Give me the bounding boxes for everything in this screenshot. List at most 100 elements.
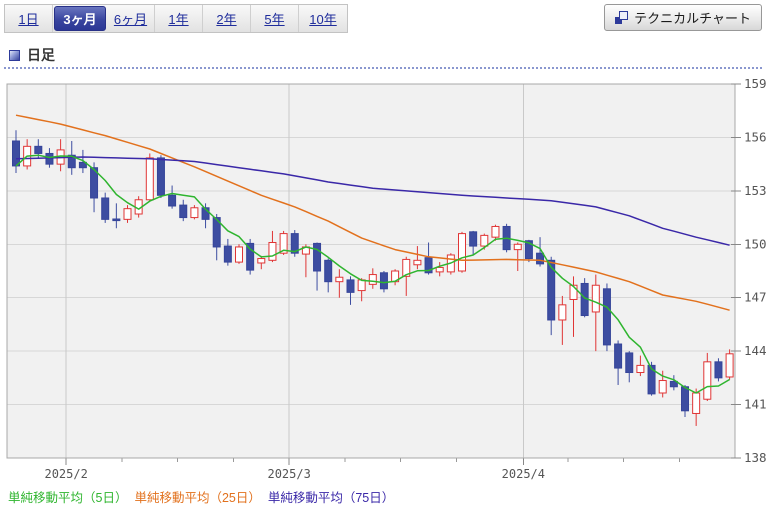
square-bullet-icon	[9, 49, 20, 61]
x-axis-label: 2025/4	[502, 467, 545, 481]
sma75-line	[15, 156, 730, 246]
candle-body	[625, 352, 634, 374]
candle-body	[123, 208, 132, 220]
sma5-line	[15, 154, 730, 394]
candle-body	[268, 242, 277, 261]
y-axis-label: 138	[744, 450, 766, 465]
window-chart-icon	[615, 11, 629, 24]
y-axis-label: 159	[744, 78, 766, 91]
candle-body	[379, 272, 388, 290]
candle-body	[101, 197, 110, 220]
legend-item-sma5: 単純移動平均（5日）	[8, 491, 128, 505]
candle-body	[257, 258, 266, 264]
candle-body	[714, 361, 723, 379]
candle-body	[78, 161, 87, 169]
tab-label: 3ヶ月	[63, 12, 97, 27]
technical-chart-button[interactable]: テクニカルチャート	[604, 4, 762, 31]
candle-body	[524, 240, 533, 260]
tab-1y[interactable]: 1年	[155, 5, 203, 32]
tab-1d[interactable]: 1日	[5, 5, 53, 32]
candle-body	[190, 207, 199, 219]
candle-body	[547, 259, 556, 321]
tab-3m[interactable]: 3ヶ月	[54, 6, 106, 31]
candle-body	[346, 279, 355, 293]
candle-body	[90, 167, 99, 199]
candle-body	[602, 288, 611, 346]
chart-legend: 単純移動平均（5日） 単純移動平均（25日） 単純移動平均（75日）	[8, 487, 394, 506]
tab-2y[interactable]: 2年	[203, 5, 251, 32]
candle-body	[212, 217, 221, 248]
candle-body	[647, 364, 656, 395]
candle-body	[168, 194, 177, 207]
candle-body	[681, 386, 689, 412]
candle-body	[725, 353, 734, 378]
tab-10y[interactable]: 10年	[299, 5, 347, 32]
tab-6m[interactable]: 6ヶ月	[107, 5, 155, 32]
candle-body	[658, 380, 667, 394]
candle-body	[636, 364, 645, 374]
y-axis-label: 153	[744, 183, 766, 198]
candle-body	[669, 380, 678, 388]
legend-item-sma25: 単純移動平均（25日）	[134, 491, 261, 505]
candlestick-chart: 2025/2 2025/3 2025/4 138 141 144 147 150 153 156 1…	[0, 76, 766, 482]
candle-body	[402, 258, 411, 277]
candle-body	[45, 152, 54, 165]
tab-label: 1日	[18, 12, 39, 27]
candle-body	[413, 259, 422, 266]
candle-body	[536, 252, 545, 265]
candle-body	[614, 343, 623, 369]
candle-body	[424, 257, 433, 274]
candle-body	[458, 233, 466, 272]
tab-label: 5年	[264, 12, 285, 27]
candle-body	[591, 284, 600, 313]
y-axis-label: 144	[744, 343, 766, 358]
candle-body	[513, 243, 522, 251]
candle-body	[156, 157, 165, 196]
candle-body	[112, 218, 121, 222]
tab-label: 6ヶ月	[113, 12, 148, 27]
y-axis-label: 147	[744, 290, 766, 305]
candle-body	[480, 234, 489, 247]
candle-body	[67, 154, 76, 169]
candle-body	[569, 284, 578, 300]
candle-body	[179, 204, 188, 219]
tab-label: 2年	[216, 12, 237, 27]
candle-body	[34, 145, 43, 154]
candle-body	[12, 140, 20, 167]
sma25-line	[15, 114, 730, 311]
plot-border	[6, 83, 736, 459]
y-axis-label: 150	[744, 236, 766, 251]
tab-5y[interactable]: 5年	[251, 5, 299, 32]
candle-body	[324, 259, 333, 283]
x-axis-label: 2025/2	[44, 467, 87, 481]
y-axis-label: 141	[744, 397, 766, 412]
candle-body	[435, 266, 444, 273]
technical-chart-button-label: テクニカルチャート	[634, 11, 751, 26]
candle-body	[290, 233, 299, 254]
section-title: 日足	[27, 47, 55, 63]
candle-body	[313, 242, 322, 272]
period-tabbar: 1日 3ヶ月 6ヶ月 1年 2年 5年 10年	[4, 4, 348, 33]
candle-body	[246, 242, 255, 271]
candle-body	[469, 231, 478, 247]
candle-body	[368, 274, 377, 285]
candle-body	[703, 361, 712, 400]
plot-area	[7, 84, 735, 458]
candle-body	[201, 207, 210, 220]
tab-label: 1年	[168, 12, 189, 27]
legend-item-sma75: 単純移動平均（75日）	[267, 491, 395, 505]
candle-body	[357, 279, 366, 292]
candle-body	[223, 245, 232, 263]
candle-body	[279, 233, 288, 254]
candle-body	[235, 246, 243, 263]
section-header: 日足	[9, 45, 55, 65]
price-chart-svg: 2025/2 2025/3 2025/4 138 141 144 147 150 153 156 1…	[6, 76, 766, 481]
dotted-separator	[4, 67, 762, 69]
candle-body	[145, 157, 154, 201]
x-axis-label: 2025/3	[267, 467, 310, 481]
tab-label: 10年	[309, 12, 337, 27]
y-axis-label: 156	[744, 129, 766, 144]
candle-body	[692, 392, 701, 414]
candle-body	[491, 225, 500, 238]
